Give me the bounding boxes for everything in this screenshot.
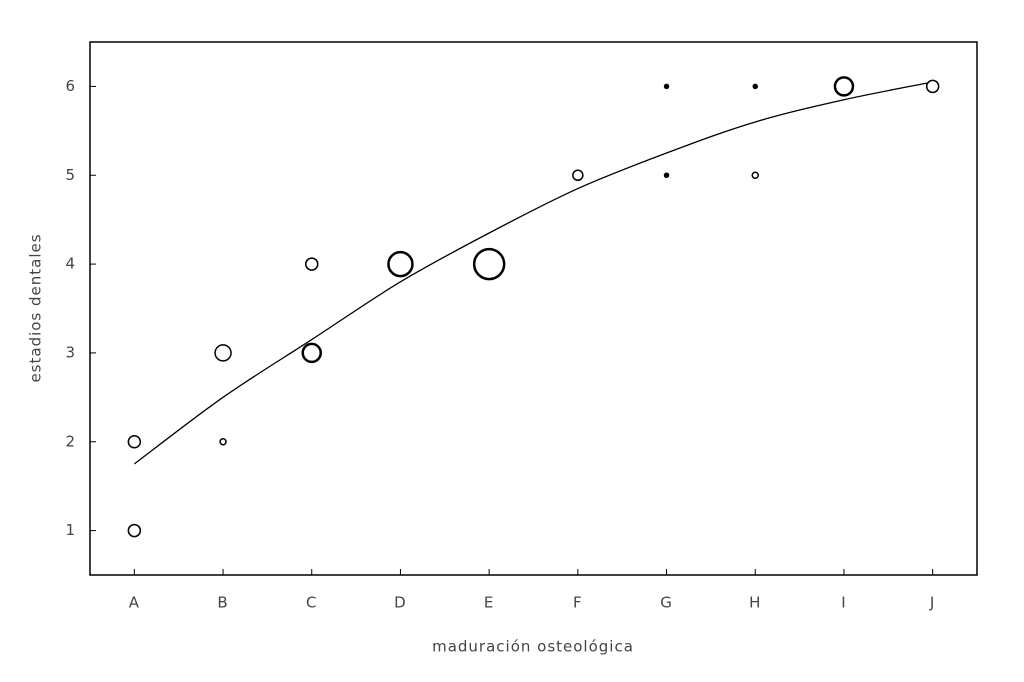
x-tick-label: B (217, 594, 228, 612)
bubble (305, 257, 319, 271)
bubble (572, 169, 584, 181)
bubble (663, 172, 670, 178)
y-tick-label: 1 (65, 521, 76, 539)
bubble (387, 250, 414, 278)
y-axis-label: estadios dentales (27, 233, 45, 382)
y-tick-label: 4 (65, 255, 76, 273)
bubble (127, 435, 142, 449)
bubble (127, 523, 142, 538)
bubble (833, 76, 855, 97)
bubble (663, 83, 670, 90)
x-tick-label: H (749, 594, 761, 612)
x-tick-label: G (660, 594, 673, 612)
x-tick-label: A (129, 594, 140, 612)
x-tick-label: I (841, 594, 846, 612)
bubble (751, 171, 759, 179)
x-axis-label: maduración osteológica (432, 638, 634, 656)
bubble (214, 344, 232, 362)
bubble (219, 438, 227, 446)
fit-curve (133, 81, 933, 465)
x-tick-label: E (484, 594, 494, 612)
y-tick-label: 5 (65, 166, 76, 184)
bubble (472, 247, 506, 281)
y-tick-label: 6 (65, 77, 76, 95)
bubble (925, 79, 940, 94)
x-tick-label: D (394, 594, 407, 612)
bubble (301, 342, 322, 364)
x-tick-label: F (573, 594, 583, 612)
bubble (752, 83, 758, 90)
x-tick-label: J (929, 594, 935, 612)
y-tick-label: 2 (65, 432, 76, 450)
plot-frame (89, 41, 978, 576)
y-tick-label: 3 (65, 343, 76, 361)
x-tick-label: C (306, 594, 317, 612)
